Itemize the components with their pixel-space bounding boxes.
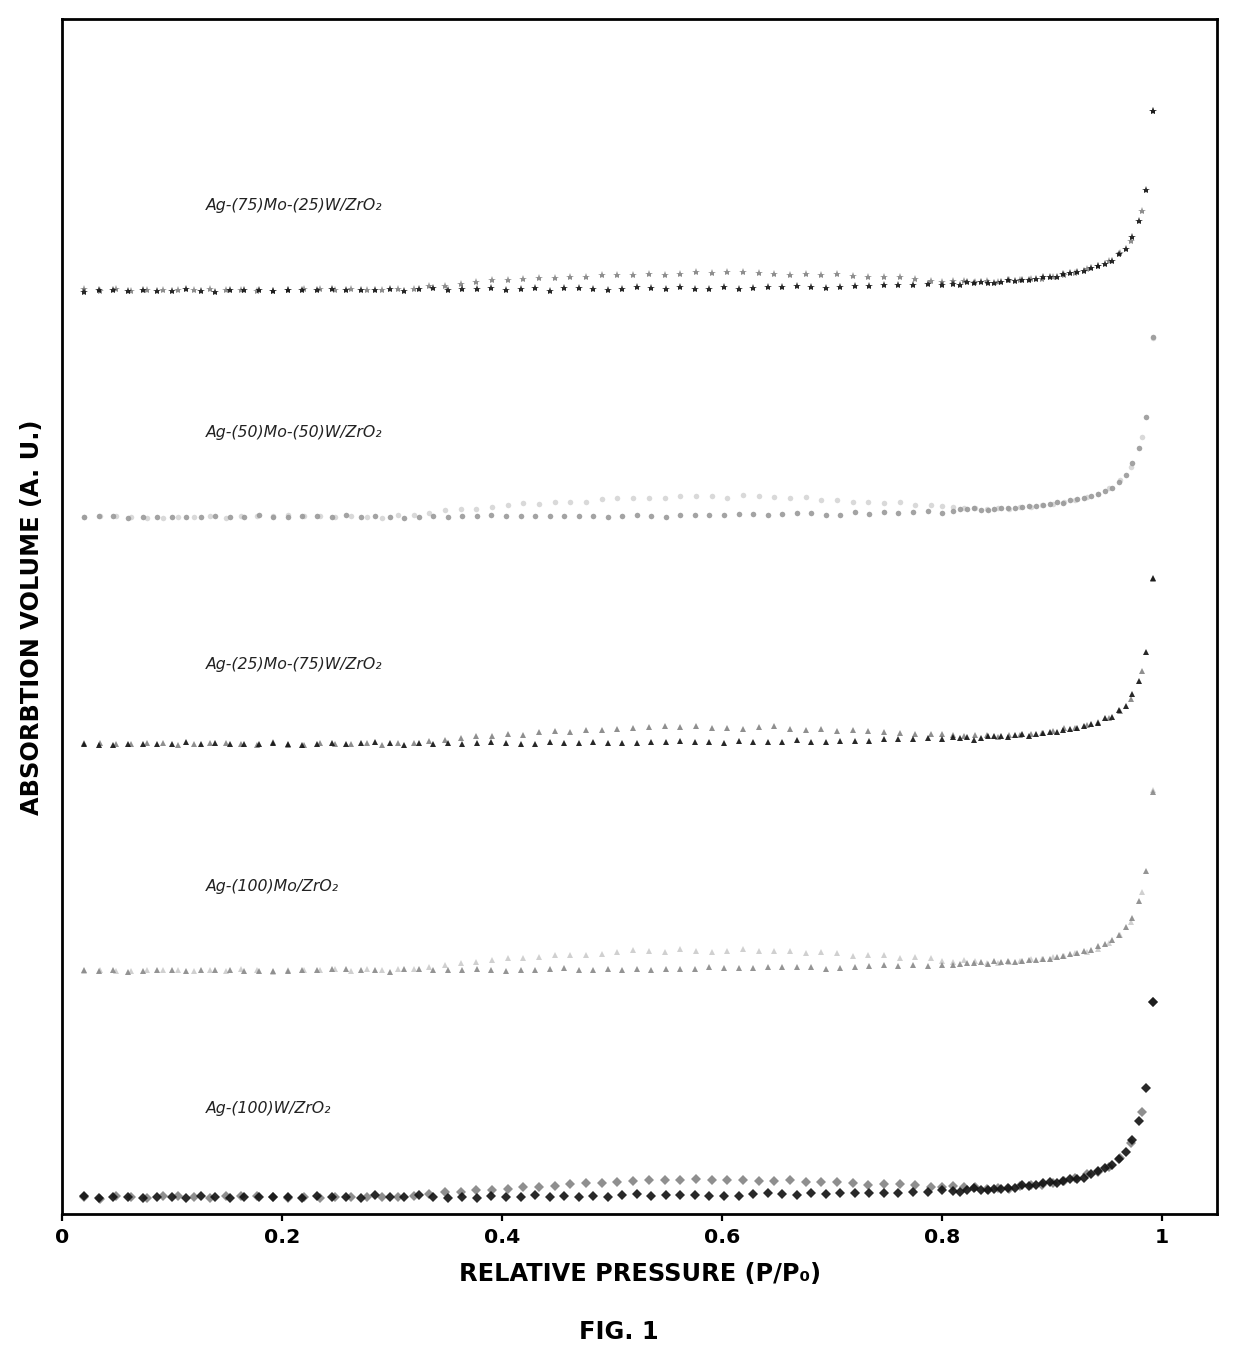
Text: FIG. 1: FIG. 1 — [578, 1319, 658, 1344]
Text: Ag-(25)Mo-(75)W/ZrO₂: Ag-(25)Mo-(75)W/ZrO₂ — [205, 657, 382, 672]
Text: Ag-(50)Mo-(50)W/ZrO₂: Ag-(50)Mo-(50)W/ZrO₂ — [205, 426, 382, 441]
Text: Ag-(100)Mo/ZrO₂: Ag-(100)Mo/ZrO₂ — [205, 879, 339, 894]
Y-axis label: ABSORBTION VOLUME (A. U.): ABSORBTION VOLUME (A. U.) — [20, 419, 44, 815]
Text: Ag-(75)Mo-(25)W/ZrO₂: Ag-(75)Mo-(25)W/ZrO₂ — [205, 199, 382, 214]
X-axis label: RELATIVE PRESSURE (P/P₀): RELATIVE PRESSURE (P/P₀) — [459, 1262, 821, 1285]
Text: Ag-(100)W/ZrO₂: Ag-(100)W/ZrO₂ — [205, 1100, 330, 1115]
